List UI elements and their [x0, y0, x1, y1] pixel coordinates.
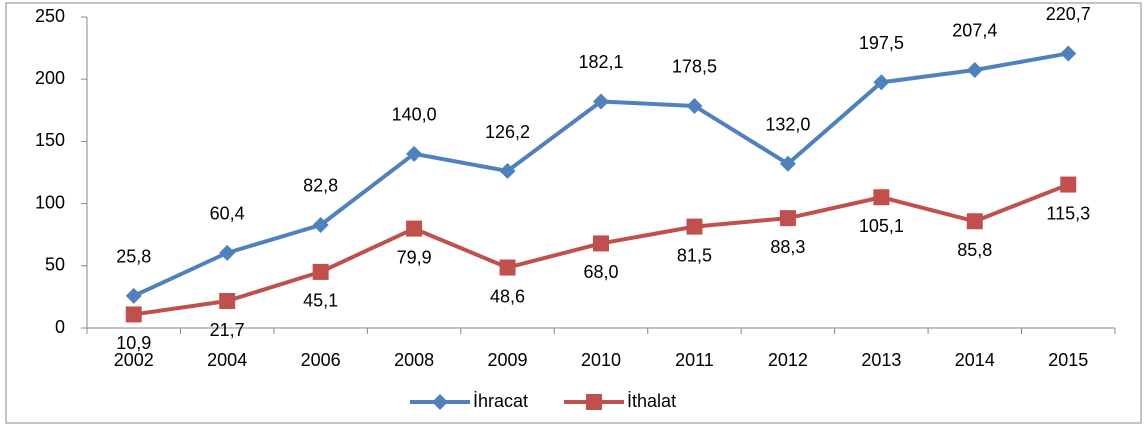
data-label: 105,1 — [859, 216, 904, 236]
data-label: 88,3 — [770, 237, 805, 257]
data-label: 68,0 — [583, 262, 618, 282]
x-tick-label: 2014 — [955, 350, 995, 370]
data-label: 21,7 — [210, 320, 245, 340]
data-label: 60,4 — [210, 204, 245, 224]
y-tick-label: 0 — [55, 317, 65, 337]
data-label: 81,5 — [677, 245, 712, 265]
data-label: 115,3 — [1046, 203, 1090, 223]
data-label: 126,2 — [485, 122, 530, 142]
marker — [873, 189, 890, 206]
y-tick-label: 50 — [45, 255, 65, 275]
x-tick-label: 2010 — [581, 350, 621, 370]
legend-label: İhracat — [473, 391, 528, 411]
marker — [593, 235, 609, 252]
data-label: 45,1 — [303, 291, 338, 311]
data-label: 197,5 — [859, 33, 904, 53]
x-tick-label: 2002 — [114, 350, 154, 370]
marker — [779, 155, 796, 172]
data-label: 10,9 — [116, 333, 151, 353]
marker — [312, 263, 329, 280]
y-tick-label: 100 — [35, 192, 65, 212]
x-tick-label: 2004 — [207, 350, 247, 370]
marker — [499, 163, 516, 180]
marker — [966, 61, 983, 78]
marker — [1060, 176, 1077, 193]
marker — [219, 293, 236, 310]
marker — [1060, 45, 1077, 62]
y-tick-label: 200 — [35, 68, 65, 88]
marker — [686, 218, 703, 235]
marker — [686, 97, 703, 114]
x-tick-label: 2011 — [675, 350, 714, 370]
marker — [873, 74, 890, 91]
marker — [125, 306, 142, 323]
data-label: 207,4 — [952, 21, 997, 41]
y-tick-label: 150 — [35, 130, 65, 150]
marker — [593, 93, 609, 110]
y-tick-label: 250 — [35, 6, 65, 26]
marker — [966, 213, 983, 230]
marker — [779, 210, 796, 227]
data-label: 132,0 — [765, 115, 810, 135]
marker — [406, 145, 423, 162]
marker — [219, 244, 236, 261]
marker — [125, 287, 142, 304]
data-label: 182,1 — [578, 52, 623, 72]
x-tick-label: 2008 — [394, 350, 434, 370]
data-label: 48,6 — [490, 286, 525, 306]
marker — [406, 220, 423, 237]
marker — [499, 259, 516, 276]
data-label: 79,9 — [397, 247, 432, 267]
marker — [586, 394, 603, 410]
marker — [312, 216, 329, 233]
legend-label: İthalat — [627, 391, 676, 411]
x-tick-label: 2009 — [488, 350, 528, 370]
marker — [432, 394, 448, 410]
x-tick-label: 2013 — [861, 350, 901, 370]
data-label: 25,8 — [116, 247, 151, 267]
x-tick-label: 2006 — [301, 350, 341, 370]
data-label: 220,7 — [1046, 4, 1091, 24]
data-label: 82,8 — [303, 176, 338, 196]
data-label: 178,5 — [672, 57, 717, 77]
x-tick-label: 2015 — [1048, 350, 1088, 370]
x-tick-label: 2012 — [768, 350, 808, 370]
data-label: 85,8 — [957, 240, 992, 260]
data-label: 140,0 — [392, 105, 437, 125]
